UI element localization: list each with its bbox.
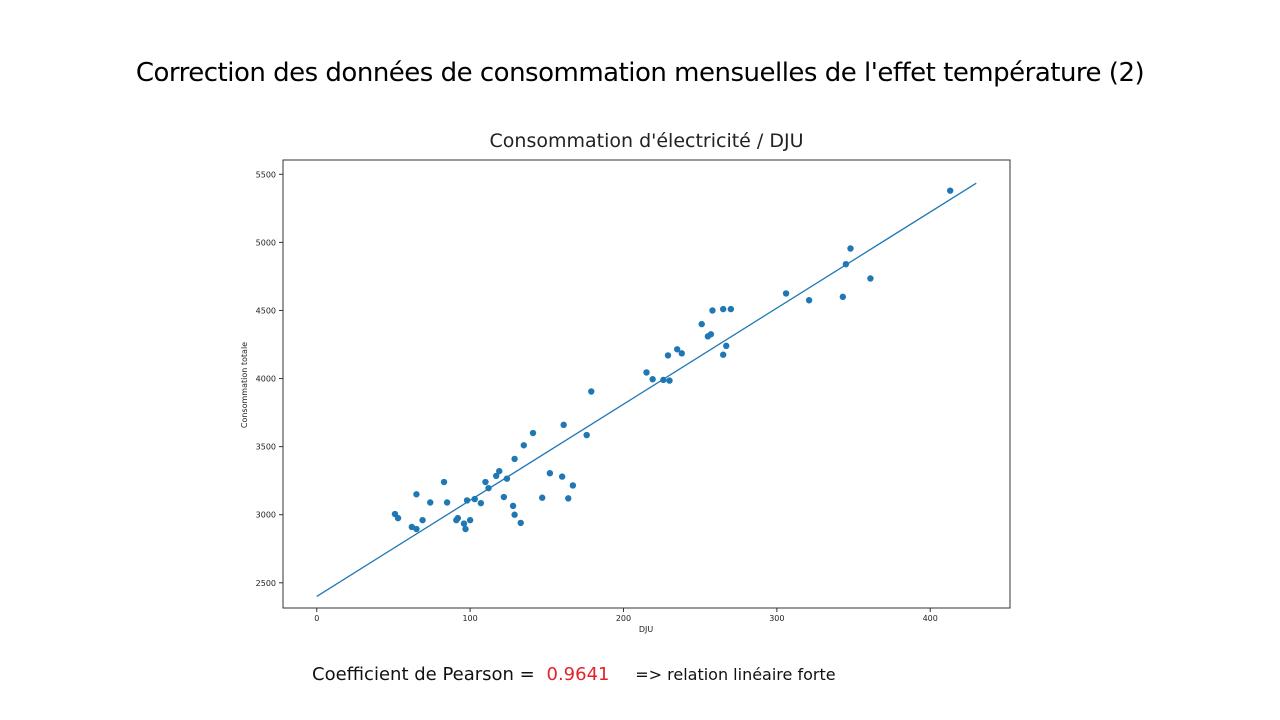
y-tick-label: 3500 (256, 443, 276, 452)
y-axis-label: Consommation totale (240, 342, 249, 428)
data-point (719, 305, 727, 313)
data-point (842, 260, 850, 268)
chart-title: Consommation d'électricité / DJU (489, 130, 804, 152)
data-point (588, 388, 595, 395)
x-tick-label: 200 (616, 614, 631, 623)
pearson-conclusion: => relation linéaire forte (635, 665, 836, 684)
data-point (443, 499, 451, 506)
data-point (477, 499, 485, 507)
data-point (565, 495, 572, 502)
pearson-value: 0.9641 (546, 664, 610, 685)
data-point (454, 514, 462, 522)
data-point (462, 525, 469, 533)
data-point (707, 331, 715, 338)
data-point (463, 497, 471, 504)
data-point (529, 429, 537, 437)
data-point (698, 320, 705, 328)
data-point (649, 376, 656, 383)
data-point (719, 351, 727, 358)
y-tick-label: 4000 (256, 375, 276, 384)
data-point (485, 484, 492, 492)
data-point (419, 516, 426, 524)
x-tick-label: 0 (314, 614, 319, 623)
data-point (413, 525, 420, 533)
data-point (509, 502, 517, 510)
data-point (643, 369, 650, 376)
y-tick-label: 4500 (256, 306, 276, 315)
data-point (482, 478, 489, 486)
x-tick-label: 100 (462, 614, 477, 623)
data-point (500, 493, 508, 501)
data-point (782, 290, 790, 297)
data-point (520, 442, 527, 449)
plot-frame (282, 159, 1011, 609)
x-axis-label: DJU (639, 625, 654, 634)
data-point (666, 377, 673, 384)
regression-line (316, 182, 977, 597)
pearson-label: Coefficient de Pearson = (312, 664, 535, 685)
data-point (678, 350, 685, 357)
data-point (727, 305, 735, 313)
data-point (673, 346, 681, 353)
data-point (946, 187, 954, 194)
data-point (496, 467, 503, 475)
data-point (709, 307, 716, 314)
data-point (558, 473, 566, 480)
data-point (560, 421, 567, 429)
x-tick-label: 400 (923, 614, 938, 623)
y-tick-label: 5000 (256, 238, 276, 247)
pearson-coefficient: Coefficient de Pearson = 0.9641 => relat… (312, 664, 836, 685)
data-point (839, 293, 847, 301)
data-point (471, 495, 478, 503)
data-point (583, 431, 590, 439)
data-point (867, 275, 874, 282)
data-point (664, 352, 672, 359)
data-point (546, 469, 554, 477)
data-point (440, 478, 448, 486)
data-point (460, 520, 468, 527)
data-point (511, 511, 518, 518)
data-point (517, 519, 524, 527)
x-tick-label: 300 (769, 614, 784, 623)
data-point (466, 516, 474, 524)
y-tick-label: 5500 (256, 170, 276, 179)
data-point (660, 376, 667, 384)
data-point (503, 475, 511, 482)
data-point (394, 514, 402, 522)
data-point (539, 494, 546, 501)
y-tick-label: 3000 (256, 511, 276, 520)
data-point (427, 499, 434, 506)
data-point (511, 455, 518, 463)
slide-title: Correction des données de consommation m… (135, 58, 1145, 88)
data-point (413, 491, 420, 498)
data-point (847, 245, 854, 252)
data-point (569, 482, 577, 489)
data-point (723, 342, 730, 350)
data-point (492, 472, 500, 480)
data-point (805, 297, 813, 304)
y-tick-label: 2500 (256, 579, 276, 588)
